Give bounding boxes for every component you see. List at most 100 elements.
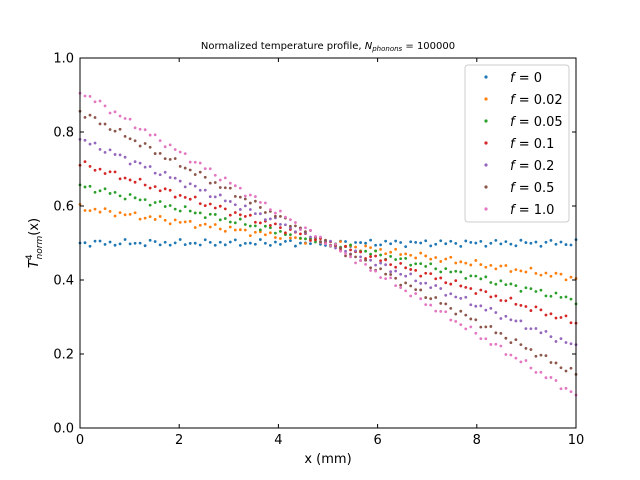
data-point xyxy=(163,205,167,208)
data-point xyxy=(83,185,87,189)
data-point xyxy=(168,176,172,179)
data-point xyxy=(188,168,192,172)
title-prefix: Normalized temperature profile, xyxy=(201,41,365,52)
data-point xyxy=(384,277,388,280)
data-point xyxy=(158,152,162,155)
data-point xyxy=(534,354,538,358)
legend-item: f = 1.0 xyxy=(484,203,554,218)
data-point xyxy=(123,238,127,241)
data-point xyxy=(389,270,393,274)
data-point xyxy=(544,313,548,317)
data-point xyxy=(464,295,468,299)
data-point xyxy=(539,370,543,374)
data-point xyxy=(549,294,553,298)
data-point xyxy=(379,247,383,251)
data-point xyxy=(198,161,202,165)
data-point xyxy=(464,286,468,289)
data-point xyxy=(103,187,107,191)
data-point xyxy=(273,236,277,239)
data-point xyxy=(564,369,568,373)
data-point xyxy=(188,242,192,245)
data-point xyxy=(559,240,563,244)
data-point xyxy=(549,335,553,338)
data-point xyxy=(173,176,177,180)
data-point xyxy=(258,221,262,225)
data-point xyxy=(98,239,102,243)
data-point xyxy=(569,366,573,370)
data-point xyxy=(279,237,282,240)
data-point xyxy=(168,157,172,161)
data-point xyxy=(529,241,533,245)
data-point xyxy=(484,275,488,279)
data-point xyxy=(88,164,92,168)
data-point xyxy=(369,269,372,272)
data-point xyxy=(434,277,438,281)
data-point xyxy=(118,211,122,215)
data-point xyxy=(168,188,172,192)
data-point xyxy=(539,288,543,292)
data-point xyxy=(148,145,152,149)
data-point xyxy=(279,209,282,213)
data-point xyxy=(289,236,292,240)
data-point xyxy=(193,211,197,215)
title-subscript: phonons xyxy=(371,45,402,53)
data-point xyxy=(419,251,423,255)
data-point xyxy=(123,135,127,138)
data-point xyxy=(198,202,202,206)
data-point xyxy=(314,234,317,238)
data-point xyxy=(414,288,418,292)
data-point xyxy=(349,243,352,247)
data-point xyxy=(454,320,458,323)
data-point xyxy=(218,186,222,189)
data-point xyxy=(334,246,337,250)
data-point xyxy=(364,241,367,245)
data-point xyxy=(429,297,433,301)
data-point xyxy=(339,240,342,243)
data-point xyxy=(414,292,418,295)
data-point xyxy=(534,290,538,293)
data-point xyxy=(248,193,252,197)
data-point xyxy=(489,343,493,346)
data-point xyxy=(529,348,533,351)
data-point xyxy=(559,296,563,299)
data-point xyxy=(233,228,237,232)
data-point xyxy=(103,207,107,211)
data-point xyxy=(439,239,443,243)
legend-item: f = 0.5 xyxy=(484,181,554,196)
legend-marker xyxy=(484,185,488,189)
data-point xyxy=(279,226,282,230)
data-point xyxy=(479,277,483,281)
x-tick-label: 8 xyxy=(473,433,481,448)
data-point xyxy=(138,177,142,181)
data-point xyxy=(289,224,292,228)
x-tick-label: 0 xyxy=(76,433,84,448)
data-point xyxy=(233,221,237,225)
data-point xyxy=(429,262,433,266)
data-point xyxy=(238,213,242,217)
data-point xyxy=(213,243,217,247)
y-tick-label: 0.2 xyxy=(53,348,74,363)
data-point xyxy=(208,181,212,185)
data-point xyxy=(494,331,498,335)
legend-label: f = 0.5 xyxy=(510,181,554,196)
data-point xyxy=(539,331,543,335)
data-point xyxy=(98,99,102,103)
data-point xyxy=(263,233,267,237)
ylabel-superscript: 4 xyxy=(25,254,35,260)
data-point xyxy=(564,386,568,390)
data-point xyxy=(123,155,127,159)
data-point xyxy=(529,309,533,312)
data-point xyxy=(534,271,538,275)
data-point xyxy=(529,287,533,291)
data-point xyxy=(173,207,177,211)
data-point xyxy=(399,257,403,261)
data-point xyxy=(83,138,87,142)
data-point xyxy=(404,256,408,260)
data-point xyxy=(208,240,212,244)
data-point xyxy=(469,287,473,290)
data-point xyxy=(143,128,147,132)
data-point xyxy=(534,327,538,330)
data-point xyxy=(118,177,122,181)
data-point xyxy=(193,241,197,245)
